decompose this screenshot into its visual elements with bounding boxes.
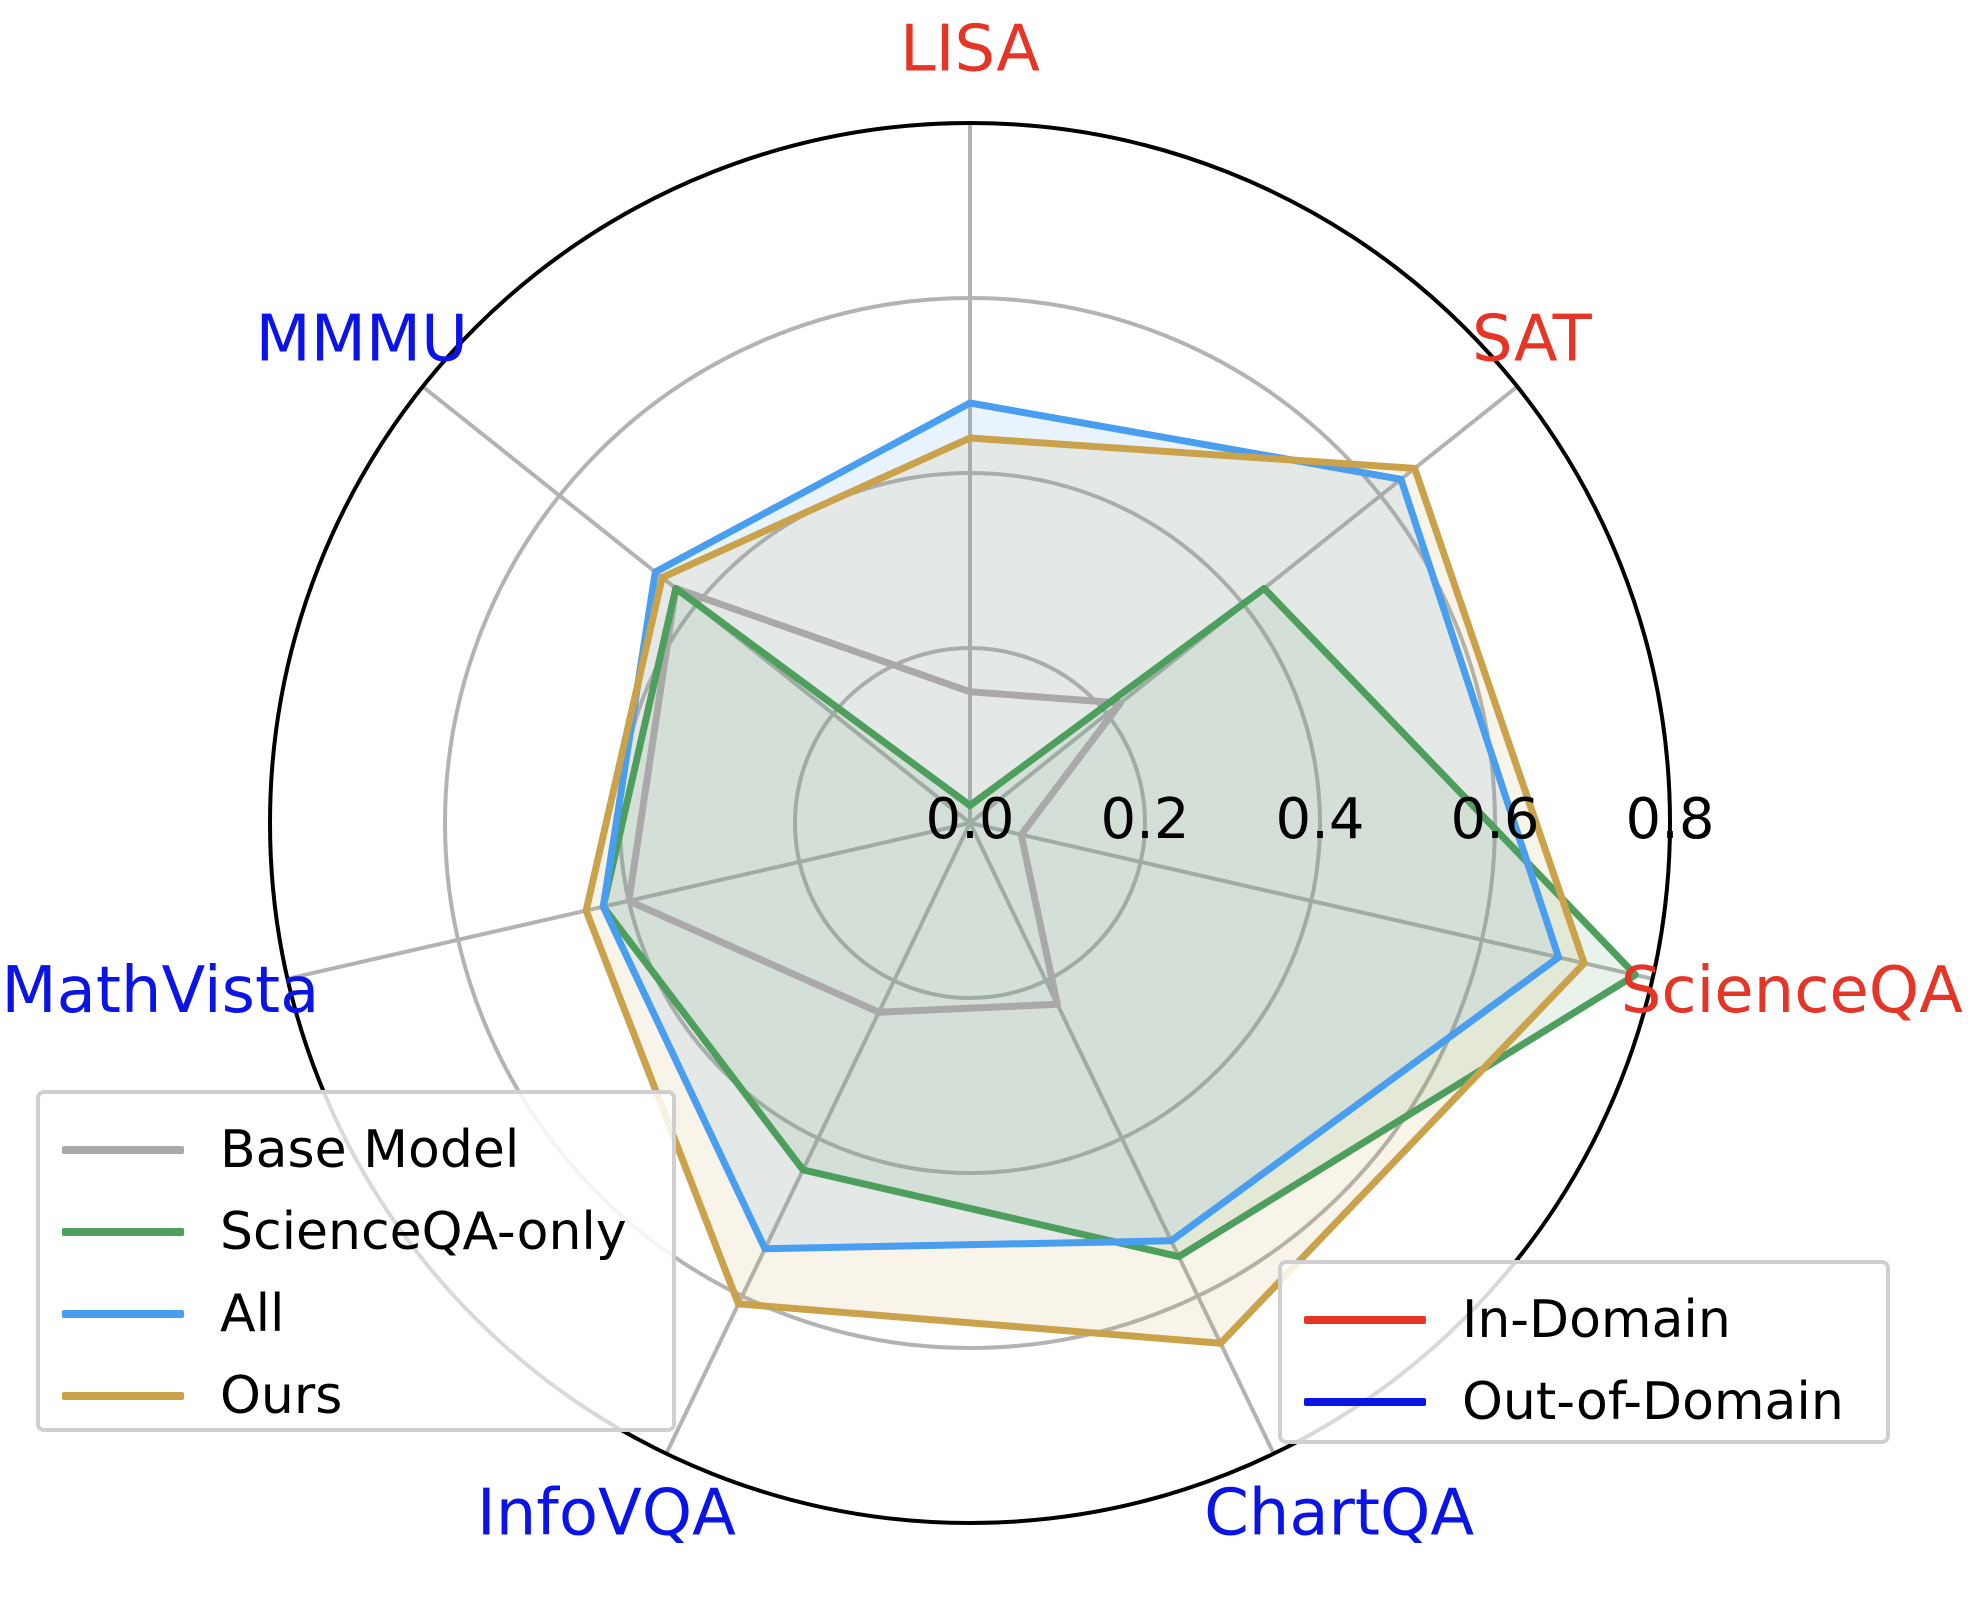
- series-line-scienceqa-only: [599, 584, 1639, 1261]
- radial-tick-1: 0.2: [1100, 787, 1189, 852]
- radial-tick-3: 0.6: [1450, 787, 1539, 852]
- radial-tick-labels: 0.0 0.2 0.4 0.6 0.8: [925, 787, 1714, 852]
- series-legend-label: All: [220, 1284, 285, 1344]
- series-legend-swatch: [62, 1310, 184, 1318]
- axis-label-infovqa: InfoVQA: [477, 1476, 736, 1550]
- axis-label-mmmu: MMMU: [255, 302, 468, 376]
- radial-tick-0: 0.0: [925, 787, 1014, 852]
- axis-label-scienceqa: ScienceQA: [1621, 954, 1963, 1028]
- spoke-infovqa: [664, 822, 972, 1455]
- axis-label-mathvista: MathVista: [1, 954, 319, 1028]
- series-legend-swatch: [62, 1392, 184, 1400]
- series-legend-entry: Ours: [40, 1356, 672, 1436]
- series-line-all: [599, 399, 1563, 1253]
- series-legend-swatch: [62, 1228, 184, 1236]
- series-legend-label: Base Model: [220, 1120, 520, 1180]
- series-line-base-model: [625, 584, 1124, 1016]
- series-fill-all: [603, 403, 1559, 1249]
- radial-tick-2: 0.4: [1275, 787, 1364, 852]
- series-legend-label: ScienceQA-only: [220, 1202, 627, 1262]
- domain-legend: In-Domain Out-of-Domain: [1278, 1260, 1890, 1444]
- domain-legend-label: In-Domain: [1462, 1290, 1731, 1350]
- series-legend-swatch: [62, 1146, 184, 1154]
- spoke-scienceqa: [969, 821, 1653, 981]
- domain-legend-entry: Out-of-Domain: [1282, 1362, 1886, 1442]
- series-lines: [582, 399, 1639, 1347]
- series-legend-entry: ScienceQA-only: [40, 1192, 672, 1272]
- outer-frame: [268, 121, 1672, 1525]
- axis-labels: LISA SAT ScienceQA ChartQA InfoVQA MathVista M…: [1, 13, 1963, 1551]
- axis-label-sat: SAT: [1472, 302, 1593, 376]
- series-legend-entry: Base Model: [40, 1110, 672, 1190]
- series-legend-entry: All: [40, 1274, 672, 1354]
- spoke-chartqa: [968, 822, 1276, 1455]
- domain-legend-swatch: [1304, 1398, 1426, 1406]
- axis-label-chartqa: ChartQA: [1204, 1476, 1474, 1550]
- domain-legend-entry: In-Domain: [1282, 1280, 1886, 1360]
- series-line-ours: [582, 434, 1588, 1347]
- series-legend-label: Ours: [220, 1366, 343, 1426]
- domain-legend-label: Out-of-Domain: [1462, 1372, 1844, 1432]
- radial-tick-4: 0.8: [1625, 787, 1714, 852]
- axis-label-lisa: LISA: [900, 13, 1040, 87]
- domain-legend-swatch: [1304, 1316, 1426, 1324]
- series-legend: Base Model ScienceQA-only All Ours: [36, 1090, 676, 1432]
